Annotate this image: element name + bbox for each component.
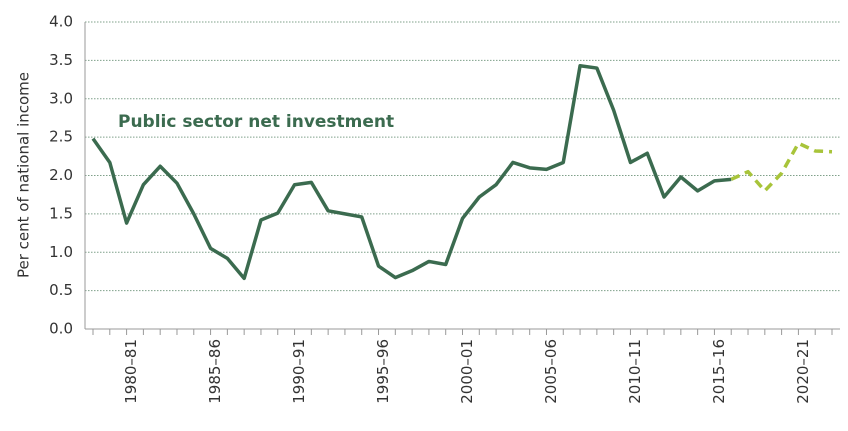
x-tick-label: 2020–21: [794, 339, 812, 404]
y-tick-label: 0.0: [49, 320, 73, 338]
x-tick-label: 1980–81: [122, 339, 140, 404]
y-tick-label: 3.0: [49, 89, 73, 107]
y-tick-label: 1.5: [49, 204, 73, 222]
y-tick-label: 2.0: [49, 166, 73, 184]
x-tick-label: 1995–96: [374, 339, 392, 404]
x-tick-label: 1985–86: [206, 339, 224, 404]
x-tick-label: 2000–01: [458, 339, 476, 404]
x-tick-label: 2005–06: [542, 339, 560, 404]
y-tick-label: 4.0: [49, 13, 73, 31]
y-tick-label: 0.5: [49, 281, 73, 299]
x-tick-label: 1990–91: [290, 339, 308, 404]
annotation: Public sector net investment: [118, 112, 394, 132]
series-line: [91, 63, 732, 281]
y-axis-label: Per cent of national income: [15, 72, 33, 278]
y-tick-label: 2.5: [49, 128, 73, 146]
y-tick-label: 1.0: [49, 243, 73, 261]
x-tick-label: 2015–16: [710, 339, 728, 404]
y-tick-label: 3.5: [49, 51, 73, 69]
x-tick-label: 2010–11: [626, 339, 644, 404]
series-line: [730, 141, 833, 193]
